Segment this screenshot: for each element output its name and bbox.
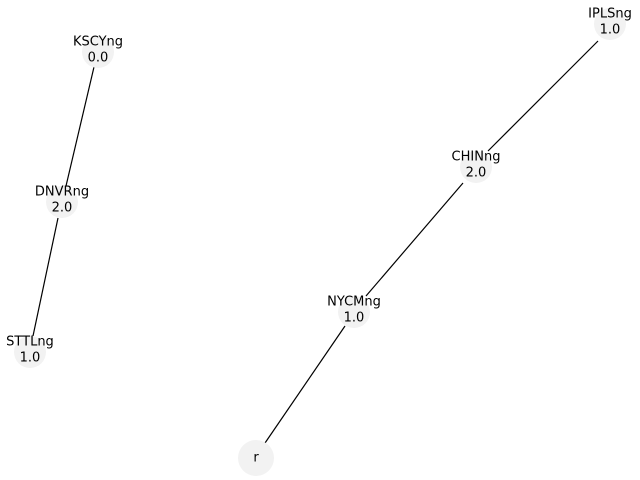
node-value-label: 2.0 — [466, 166, 487, 181]
edge-dnvrng-sttlng — [32, 217, 59, 337]
edge-chinng-nycmng — [365, 182, 464, 297]
edge-kscyng-dnvrng — [65, 66, 95, 187]
node-circle — [82, 36, 114, 68]
node-name-label: IPLSng — [588, 7, 632, 22]
edge-nycmng-r — [264, 325, 346, 444]
node-name-label: r — [253, 451, 259, 466]
node-name-label: KSCYng — [73, 35, 123, 50]
nodes-layer: KSCYng0.0DNVRng2.0STTLng1.0IPLSng1.0CHIN… — [6, 7, 632, 476]
node-name-label: CHINng — [452, 150, 501, 165]
node-name-label: STTLng — [6, 335, 54, 350]
node-value-label: 1.0 — [20, 351, 41, 366]
node-circle — [238, 440, 274, 476]
edge-iplsng-chinng — [487, 40, 599, 152]
node-circle — [338, 296, 370, 328]
node-name-label: DNVRng — [35, 185, 89, 200]
node-r: r — [238, 440, 274, 476]
node-value-label: 2.0 — [52, 201, 73, 216]
node-circle — [14, 336, 46, 368]
node-value-label: 1.0 — [344, 311, 365, 326]
node-circle — [460, 151, 492, 183]
node-circle — [46, 186, 78, 218]
node-name-label: NYCMng — [327, 295, 381, 310]
node-value-label: 1.0 — [600, 23, 621, 38]
node-value-label: 0.0 — [88, 51, 109, 66]
node-circle — [594, 8, 626, 40]
edges-layer — [32, 40, 599, 444]
